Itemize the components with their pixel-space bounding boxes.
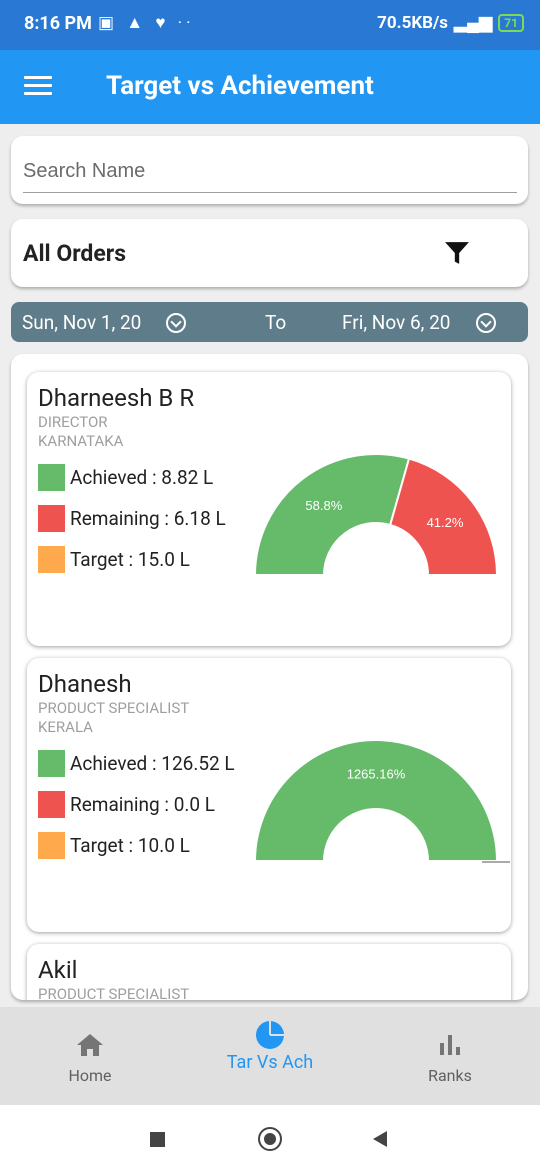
achievement-gauge-chart: 58.8% 41.2% (253, 453, 499, 576)
network-speed: 70.5KB/s (377, 13, 449, 33)
person-name: Dhanesh (38, 670, 132, 698)
nav-tar-vs-ach[interactable]: Tar Vs Ach (180, 1007, 360, 1105)
achieved-swatch (38, 750, 65, 777)
notification-icons: ▣ ▲ ♥ ·· (98, 13, 195, 33)
search-card (11, 136, 528, 204)
home-button-icon[interactable] (258, 1127, 282, 1151)
target-label: Target : 10.0 L (70, 834, 190, 857)
legend-achieved: Achieved : 8.82 L (38, 464, 213, 491)
to-label: To (265, 311, 287, 334)
recents-button-icon[interactable] (150, 1132, 165, 1147)
achieved-slice (253, 453, 411, 576)
achieved-label: Achieved : 126.52 L (70, 752, 235, 775)
remaining-swatch (38, 791, 65, 818)
chevron-down-circle-icon[interactable] (476, 313, 496, 333)
person-state: KARNATAKA (38, 432, 124, 450)
status-bar: 8:16 PM ▣ ▲ ♥ ·· 70.5KB/s ▂▄▆ 71 (0, 0, 540, 50)
nav-home-label: Home (68, 1066, 112, 1085)
remaining-swatch (38, 505, 65, 532)
date-range-bar: Sun, Nov 1, 20 To Fri, Nov 6, 20 (11, 302, 528, 342)
system-navigation-bar (0, 1105, 540, 1170)
legend-remaining: Remaining : 6.18 L (38, 505, 226, 532)
achieved-slice (253, 739, 499, 862)
person-state: KERALA (38, 718, 93, 736)
status-time: 8:16 PM (24, 13, 92, 34)
nav-ranks[interactable]: Ranks (360, 1007, 540, 1105)
person-role: PRODUCT SPECIALIST (38, 985, 190, 1000)
achieved-label: Achieved : 8.82 L (70, 466, 214, 489)
orders-filter-card[interactable]: All Orders (11, 219, 528, 287)
person-name: Akil (38, 956, 78, 984)
legend-remaining: Remaining : 0.0 L (38, 791, 215, 818)
achieved-swatch (38, 464, 65, 491)
remaining-label: Remaining : 0.0 L (70, 793, 216, 816)
person-role: PRODUCT SPECIALIST (38, 699, 190, 717)
nav-ranks-label: Ranks (428, 1066, 472, 1085)
search-input[interactable] (23, 150, 517, 193)
signal-icon: ▂▄▆ (454, 13, 493, 33)
remaining-percent-label: 41.2% (427, 515, 464, 530)
person-list[interactable]: Dharneesh B R DIRECTOR KARNATAKA Achieve… (11, 354, 528, 1000)
bottom-navigation: Home Tar Vs Ach Ranks (0, 1007, 540, 1105)
legend-achieved: Achieved : 126.52 L (38, 750, 235, 777)
person-role: DIRECTOR (38, 413, 108, 431)
nav-tar-vs-ach-label: Tar Vs Ach (226, 1052, 314, 1073)
nav-home[interactable]: Home (0, 1007, 180, 1105)
target-swatch (38, 832, 65, 859)
achievement-gauge-chart: 1265.16% (253, 739, 510, 863)
back-button-icon[interactable] (372, 1130, 388, 1148)
status-right: 70.5KB/s ▂▄▆ 71 (377, 13, 524, 33)
filter-icon[interactable] (444, 241, 470, 265)
remaining-label: Remaining : 6.18 L (70, 507, 226, 530)
legend-target: Target : 15.0 L (38, 546, 190, 573)
app-bar: Target vs Achievement (0, 50, 540, 124)
battery-icon: 71 (498, 14, 524, 32)
person-name: Dharneesh B R (38, 384, 195, 412)
hamburger-menu-icon[interactable] (24, 76, 52, 98)
pie-chart-icon (256, 1021, 284, 1049)
achieved-percent-label: 58.8% (305, 498, 342, 513)
chevron-down-circle-icon[interactable] (166, 313, 186, 333)
person-card[interactable]: Dhanesh PRODUCT SPECIALIST KERALA Achiev… (27, 658, 511, 932)
legend-target: Target : 10.0 L (38, 832, 190, 859)
target-label: Target : 15.0 L (70, 548, 190, 571)
page-title: Target vs Achievement (106, 71, 374, 101)
person-card[interactable]: Dharneesh B R DIRECTOR KARNATAKA Achieve… (27, 372, 511, 646)
bar-chart-icon (440, 1035, 460, 1055)
home-icon (77, 1034, 103, 1056)
from-date[interactable]: Sun, Nov 1, 20 (22, 311, 142, 334)
target-swatch (38, 546, 65, 573)
to-date[interactable]: Fri, Nov 6, 20 (342, 311, 451, 334)
orders-filter-label: All Orders (23, 240, 127, 267)
remaining-slice (388, 457, 499, 576)
person-card[interactable]: Akil PRODUCT SPECIALIST (27, 944, 511, 1000)
achieved-percent-label: 1265.16% (347, 767, 406, 782)
